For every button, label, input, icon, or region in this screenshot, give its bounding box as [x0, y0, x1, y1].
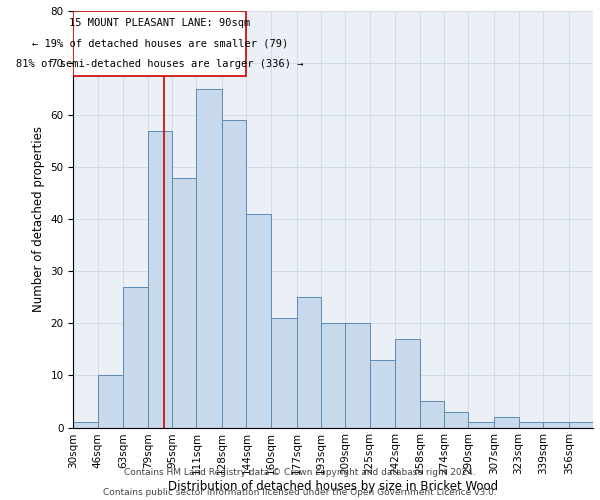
- Bar: [247, 214, 271, 428]
- Bar: [420, 402, 444, 427]
- Bar: [518, 422, 543, 428]
- Text: Contains HM Land Registry data © Crown copyright and database right 2024.: Contains HM Land Registry data © Crown c…: [124, 468, 476, 476]
- Bar: [569, 422, 593, 428]
- Text: 81% of semi-detached houses are larger (336) →: 81% of semi-detached houses are larger (…: [16, 60, 304, 70]
- Bar: [444, 412, 469, 428]
- Bar: [494, 417, 518, 428]
- Bar: [196, 89, 222, 428]
- Bar: [296, 298, 321, 428]
- Bar: [370, 360, 395, 428]
- Bar: [271, 318, 296, 428]
- Y-axis label: Number of detached properties: Number of detached properties: [32, 126, 45, 312]
- Bar: [345, 324, 370, 428]
- Bar: [148, 130, 172, 428]
- Text: 15 MOUNT PLEASANT LANE: 90sqm: 15 MOUNT PLEASANT LANE: 90sqm: [69, 18, 250, 28]
- X-axis label: Distribution of detached houses by size in Bricket Wood: Distribution of detached houses by size …: [168, 480, 498, 493]
- Bar: [73, 422, 98, 428]
- Text: ← 19% of detached houses are smaller (79): ← 19% of detached houses are smaller (79…: [32, 38, 288, 48]
- Bar: [321, 324, 345, 428]
- Bar: [73, 11, 247, 76]
- Bar: [172, 178, 196, 428]
- Bar: [395, 339, 420, 428]
- Bar: [222, 120, 247, 428]
- Bar: [124, 287, 148, 428]
- Bar: [98, 376, 124, 428]
- Text: Contains public sector information licensed under the Open Government Licence v3: Contains public sector information licen…: [103, 488, 497, 496]
- Bar: [543, 422, 569, 428]
- Bar: [469, 422, 494, 428]
